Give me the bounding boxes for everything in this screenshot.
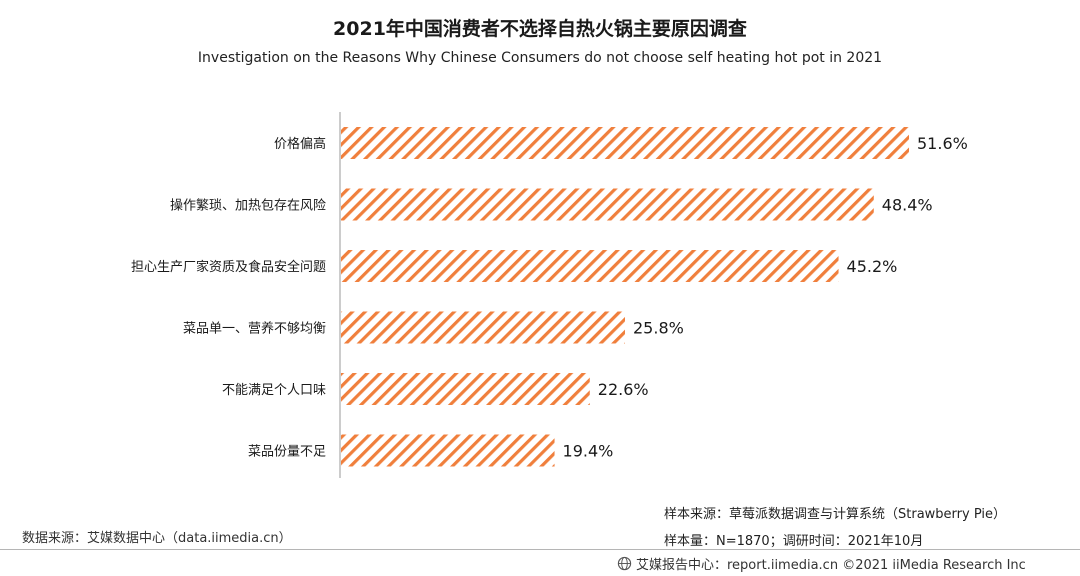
bar	[341, 250, 839, 282]
value-label: 19.4%	[563, 442, 614, 461]
value-label: 45.2%	[847, 257, 898, 276]
sample-info: 样本量：N=1870；调研时间：2021年10月	[664, 534, 924, 549]
category-label: 不能满足个人口味	[222, 383, 326, 398]
bar-chart: 价格偏高 51.6% 操作繁琐、加热包存在风险 48.4% 担心生产厂家资质及食品安全问…	[131, 112, 968, 478]
value-label: 51.6%	[917, 134, 968, 153]
bar	[341, 373, 590, 405]
bar	[341, 188, 874, 221]
value-label: 48.4%	[882, 196, 933, 215]
bar	[341, 127, 909, 159]
globe-icon	[617, 556, 632, 571]
chart-title: 2021年中国消费者不选择自热火锅主要原因调查	[333, 18, 747, 40]
category-label: 菜品单一、营养不够均衡	[183, 321, 326, 337]
brand-footer: 艾媒报告中心：report.iimedia.cn ©2021 iiMedia R…	[617, 554, 1026, 573]
value-label: 22.6%	[598, 380, 649, 399]
bar	[341, 434, 555, 467]
footer-divider	[0, 549, 1080, 550]
chart-subtitle: Investigation on the Reasons Why Chinese…	[197, 50, 883, 66]
category-label: 菜品份量不足	[248, 445, 326, 460]
value-label: 25.8%	[633, 319, 684, 338]
brand-text: 艾媒报告中心：report.iimedia.cn ©2021 iiMedia R…	[636, 558, 1026, 573]
category-label: 操作繁琐、加热包存在风险	[170, 198, 326, 214]
data-source: 数据来源：艾媒数据中心（data.iimedia.cn）	[22, 531, 292, 546]
bar	[341, 311, 625, 344]
category-label: 担心生产厂家资质及食品安全问题	[131, 259, 326, 275]
sample-source: 样本来源：草莓派数据调查与计算系统（Strawberry Pie）	[664, 507, 1006, 522]
category-label: 价格偏高	[274, 136, 326, 152]
